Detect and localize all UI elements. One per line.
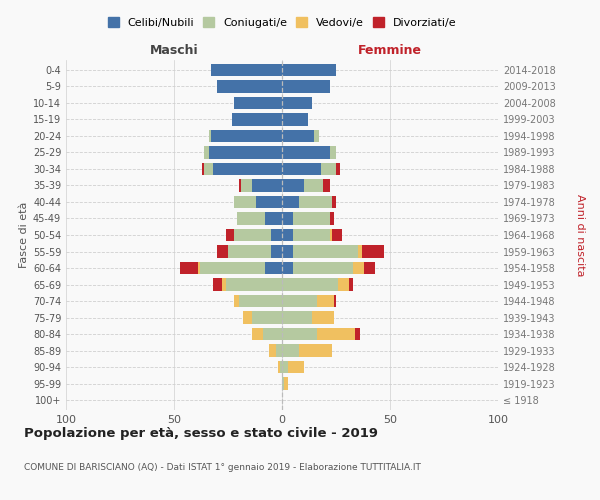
Bar <box>235 196 256 208</box>
Bar <box>282 278 338 290</box>
Bar <box>252 328 263 340</box>
Bar <box>332 196 336 208</box>
Bar <box>282 64 336 76</box>
Bar <box>282 378 284 390</box>
Bar <box>221 278 226 290</box>
Bar <box>204 146 209 158</box>
Text: Popolazione per età, sesso e stato civile - 2019: Popolazione per età, sesso e stato civil… <box>24 428 378 440</box>
Bar <box>284 378 289 390</box>
Bar <box>338 278 349 290</box>
Bar <box>252 180 282 192</box>
Bar <box>213 163 282 175</box>
Bar <box>226 229 235 241</box>
Bar <box>282 246 293 258</box>
Bar <box>282 262 293 274</box>
Bar <box>334 295 336 307</box>
Bar <box>282 80 329 92</box>
Bar <box>256 196 282 208</box>
Bar <box>282 328 317 340</box>
Bar <box>282 212 293 224</box>
Y-axis label: Fasce di età: Fasce di età <box>19 202 29 268</box>
Bar <box>312 312 334 324</box>
Bar <box>202 163 204 175</box>
Bar <box>236 212 265 224</box>
Bar <box>289 361 304 374</box>
Bar <box>211 130 282 142</box>
Bar <box>209 130 211 142</box>
Bar <box>275 344 282 357</box>
Text: COMUNE DI BARISCIANO (AQ) - Dati ISTAT 1° gennaio 2019 - Elaborazione TUTTITALIA: COMUNE DI BARISCIANO (AQ) - Dati ISTAT 1… <box>24 462 421 471</box>
Bar <box>226 278 282 290</box>
Bar <box>282 312 312 324</box>
Bar <box>241 180 252 192</box>
Bar <box>329 229 332 241</box>
Bar <box>200 262 265 274</box>
Legend: Celibi/Nubili, Coniugati/e, Vedovi/e, Divorziati/e: Celibi/Nubili, Coniugati/e, Vedovi/e, Di… <box>103 13 461 32</box>
Bar <box>181 262 198 274</box>
Bar <box>235 96 282 109</box>
Bar <box>323 180 329 192</box>
Bar <box>217 80 282 92</box>
Bar <box>358 246 362 258</box>
Bar <box>271 229 282 241</box>
Bar <box>321 163 336 175</box>
Bar <box>299 196 332 208</box>
Bar <box>282 113 308 126</box>
Bar <box>304 180 323 192</box>
Bar <box>329 212 334 224</box>
Bar <box>271 246 282 258</box>
Bar <box>239 180 241 192</box>
Bar <box>282 295 317 307</box>
Bar <box>293 212 329 224</box>
Bar <box>282 361 289 374</box>
Bar <box>299 344 332 357</box>
Text: Femmine: Femmine <box>358 44 422 57</box>
Bar <box>217 246 228 258</box>
Bar <box>213 278 221 290</box>
Bar <box>204 163 213 175</box>
Bar <box>282 180 304 192</box>
Bar <box>336 163 340 175</box>
Bar <box>314 130 319 142</box>
Bar <box>329 146 336 158</box>
Bar <box>263 328 282 340</box>
Bar <box>282 344 299 357</box>
Bar <box>293 229 329 241</box>
Bar <box>282 146 329 158</box>
Bar <box>362 246 383 258</box>
Bar <box>211 64 282 76</box>
Bar <box>280 361 282 374</box>
Bar <box>349 278 353 290</box>
Bar <box>228 246 271 258</box>
Bar <box>235 295 239 307</box>
Bar <box>364 262 375 274</box>
Bar <box>293 262 353 274</box>
Bar <box>252 312 282 324</box>
Y-axis label: Anni di nascita: Anni di nascita <box>575 194 585 276</box>
Bar <box>235 229 271 241</box>
Bar <box>332 229 343 241</box>
Bar <box>265 262 282 274</box>
Bar <box>317 295 334 307</box>
Bar <box>282 229 293 241</box>
Bar <box>239 295 282 307</box>
Bar <box>243 312 252 324</box>
Bar <box>282 163 321 175</box>
Bar <box>209 146 282 158</box>
Bar <box>293 246 358 258</box>
Bar <box>353 262 364 274</box>
Bar <box>282 130 314 142</box>
Bar <box>278 361 280 374</box>
Bar <box>269 344 275 357</box>
Bar <box>282 196 299 208</box>
Bar <box>282 96 312 109</box>
Bar <box>355 328 360 340</box>
Text: Maschi: Maschi <box>149 44 199 57</box>
Bar <box>198 262 200 274</box>
Bar <box>265 212 282 224</box>
Bar <box>232 113 282 126</box>
Bar <box>317 328 355 340</box>
